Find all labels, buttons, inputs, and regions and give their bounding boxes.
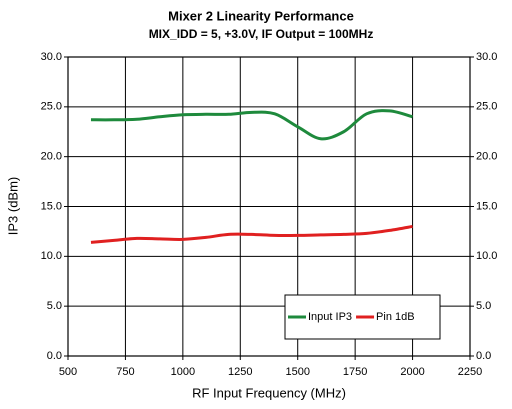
x-tick-label: 1500 — [285, 366, 309, 378]
x-tick-label: 1000 — [171, 366, 195, 378]
x-axis-title: RF Input Frequency (MHz) — [192, 385, 346, 400]
x-tick-label: 1250 — [228, 366, 252, 378]
y2-tick-label: 10.0 — [476, 250, 497, 262]
y-tick-label: 20.0 — [41, 151, 62, 163]
y-tick-label: 30.0 — [41, 51, 62, 63]
legend-label: Input IP3 — [308, 311, 352, 323]
y-tick-label: 5.0 — [47, 300, 62, 312]
y-tick-label: 0.0 — [47, 350, 62, 362]
y-tick-label: 15.0 — [41, 200, 62, 212]
y2-tick-label: 5.0 — [476, 300, 491, 312]
x-tick-label: 2250 — [458, 366, 482, 378]
legend-label: Pin 1dB — [376, 311, 415, 323]
y2-tick-label: 0.0 — [476, 350, 491, 362]
chart-title: Mixer 2 Linearity Performance — [168, 8, 354, 23]
x-tick-label: 1750 — [343, 366, 367, 378]
series-line — [90, 224, 413, 244]
x-tick-label: 2000 — [400, 366, 424, 378]
plot-frame — [67, 56, 471, 357]
y-axis-title: IP3 (dBm) — [5, 177, 20, 236]
chart-subtitle: MIX_IDD = 5, +3.0V, IF Output = 100MHz — [149, 27, 374, 41]
y2-tick-label: 15.0 — [476, 200, 497, 212]
y2-tick-label: 25.0 — [476, 101, 497, 113]
y-tick-label: 25.0 — [41, 101, 62, 113]
series-line — [90, 109, 413, 141]
x-tick-label: 500 — [59, 366, 77, 378]
y-tick-label: 10.0 — [41, 250, 62, 262]
y2-tick-label: 30.0 — [476, 51, 497, 63]
y2-tick-label: 20.0 — [476, 151, 497, 163]
x-tick-label: 750 — [116, 366, 134, 378]
